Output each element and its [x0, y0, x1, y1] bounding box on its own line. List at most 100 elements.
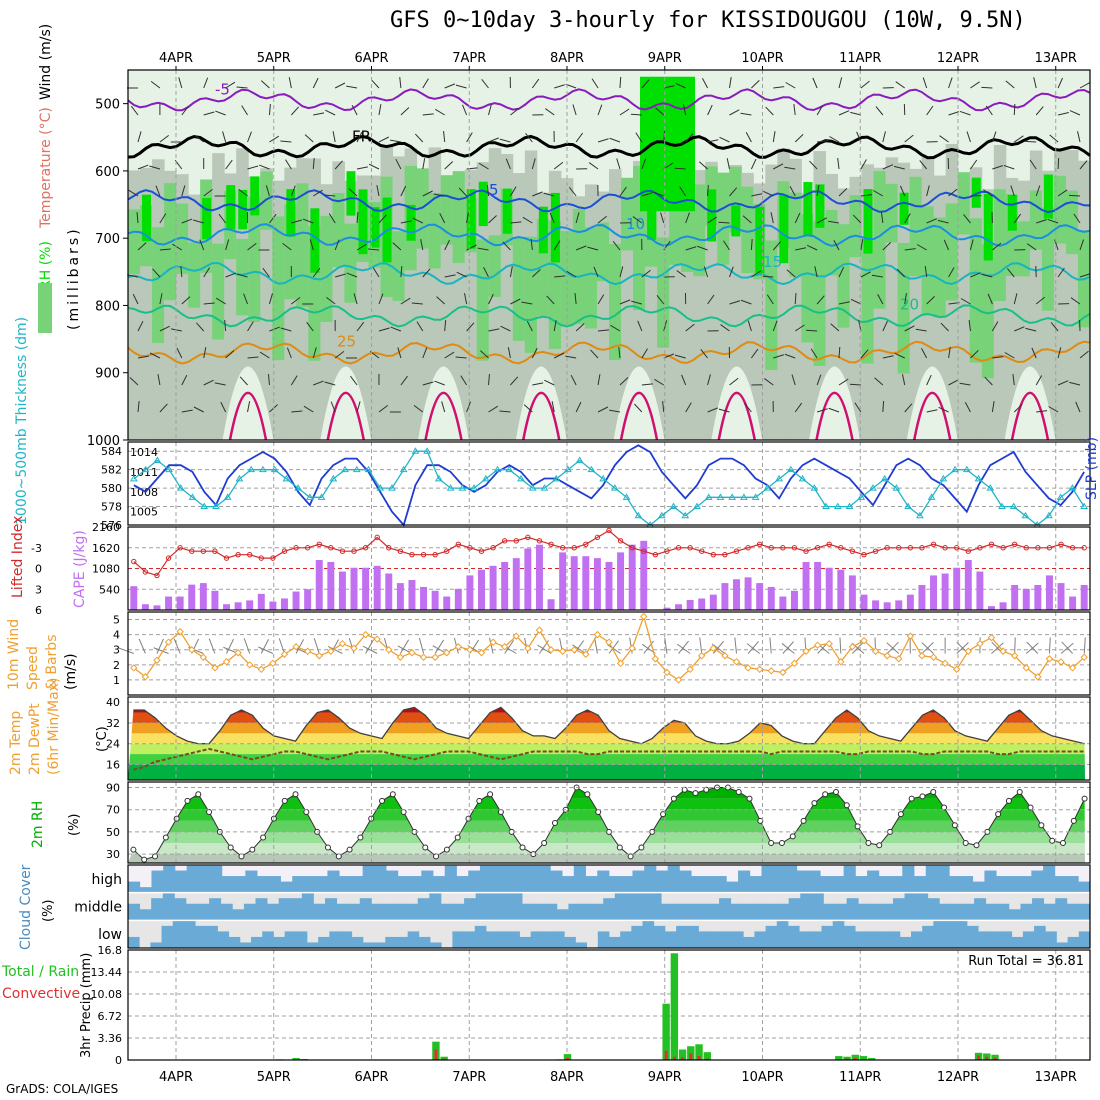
lifted-index-point	[351, 548, 357, 554]
cape-bar	[489, 565, 497, 610]
cloud-cell	[463, 931, 476, 948]
lifted-index-point	[478, 548, 485, 554]
wind-barb	[199, 239, 205, 251]
cloud-cell	[318, 936, 330, 948]
lifted-index-point	[1011, 541, 1018, 547]
cloud-frame	[127, 864, 1091, 949]
cloud-cell	[773, 865, 786, 893]
isotherm-30-peak	[326, 391, 365, 441]
wind-barb	[816, 217, 828, 224]
cape-tick-label: 2160	[92, 521, 120, 534]
rh-moist-band	[512, 237, 526, 341]
cloud-cell	[738, 870, 751, 893]
cloud-cell	[239, 942, 252, 948]
cloud-cell	[233, 876, 246, 893]
cloud-cell	[914, 876, 927, 893]
wind-barb	[850, 298, 862, 305]
wind-barb	[413, 404, 424, 413]
wind-barb	[817, 140, 829, 143]
wind-barb	[313, 112, 325, 116]
wind-barb	[641, 383, 653, 386]
lifted-index-point	[559, 545, 566, 551]
cloud-cell	[974, 898, 987, 921]
wind-barb	[681, 374, 687, 386]
cloud-cell	[1066, 876, 1079, 893]
wind-speed-point	[303, 647, 312, 655]
cloud-cell	[371, 903, 384, 921]
thickness-point	[1009, 502, 1018, 510]
precip-convective-bar	[689, 1053, 693, 1060]
cloud-cell	[777, 903, 790, 921]
surface-wind-barb	[921, 642, 934, 654]
wind-barb	[1035, 185, 1041, 197]
cloud-cell	[707, 903, 720, 921]
wind-barb	[480, 350, 489, 359]
wind-barb	[590, 349, 599, 359]
thickness-point	[212, 502, 220, 510]
wind-barb	[282, 242, 292, 251]
wind-barb	[926, 218, 937, 224]
thickness-point	[481, 474, 490, 482]
wind-barb	[707, 294, 715, 305]
thickness-point	[176, 484, 185, 491]
wind-barb	[720, 324, 730, 332]
date-label-top: 13APR	[1035, 51, 1077, 66]
wind-barb	[157, 374, 161, 386]
slp-tick-label: 1011	[130, 466, 158, 479]
rh-moist-band	[825, 209, 838, 276]
wind-barb	[236, 273, 248, 278]
wind-speed-point	[640, 612, 648, 621]
thickness-point	[869, 484, 877, 491]
wind-speed-point	[755, 665, 764, 674]
surface-wind-barb	[399, 639, 410, 654]
wind-barb	[963, 214, 971, 224]
thickness-point	[657, 511, 666, 519]
cape-bar	[431, 590, 439, 610]
rh-moist-band	[1041, 207, 1055, 311]
wind-barb	[1004, 352, 1015, 359]
wind-barb	[631, 300, 642, 305]
wind-barb	[395, 158, 402, 170]
cloud-cell	[691, 876, 704, 893]
cloud-cell	[754, 931, 767, 948]
cloud-cell	[820, 876, 833, 893]
wind-barb	[400, 265, 403, 278]
lifted-index-point	[768, 545, 774, 551]
pressure-tick-label: 800	[95, 299, 120, 314]
cloud-cell	[139, 887, 152, 893]
wind-axis-label: (m/s)	[63, 653, 79, 690]
wind-barb	[159, 325, 171, 332]
cape-bar	[1034, 585, 1042, 610]
wind-barb	[488, 405, 499, 413]
surface-wind-barb	[278, 638, 285, 654]
cloud-cell	[394, 903, 407, 921]
temp-band	[128, 764, 1085, 780]
wind-barb	[129, 377, 139, 386]
cape-bar	[767, 586, 775, 610]
lifted-tick-label: 3	[35, 583, 42, 596]
lifted-index-point	[1058, 541, 1064, 547]
thickness-point	[388, 484, 396, 491]
wind-speed-point	[732, 658, 741, 666]
cloud-cell	[695, 903, 708, 921]
cape-bar	[280, 598, 288, 610]
rh2m-point	[768, 840, 775, 847]
cloud-cell	[479, 865, 493, 893]
cloud-cell	[720, 931, 733, 948]
cloud-cell	[1008, 909, 1021, 921]
wind-barb	[707, 104, 713, 116]
cloud-cell	[642, 920, 655, 948]
isotherm-label: 5	[489, 181, 499, 199]
wind-barb	[785, 82, 796, 89]
wind-barb	[1079, 82, 1090, 89]
thickness-point	[165, 465, 173, 473]
cloud-cell	[172, 920, 185, 948]
cloud-cell	[916, 892, 929, 921]
thickness-point	[810, 484, 819, 491]
thickness-point	[716, 493, 725, 500]
cloud-cell	[1078, 881, 1091, 893]
thickness-ylabel-group: 1000~500mb Thickness (dm)	[14, 317, 30, 525]
cape-bar	[350, 567, 358, 610]
wind-barb	[938, 406, 949, 413]
lifted-index-point	[814, 545, 821, 551]
